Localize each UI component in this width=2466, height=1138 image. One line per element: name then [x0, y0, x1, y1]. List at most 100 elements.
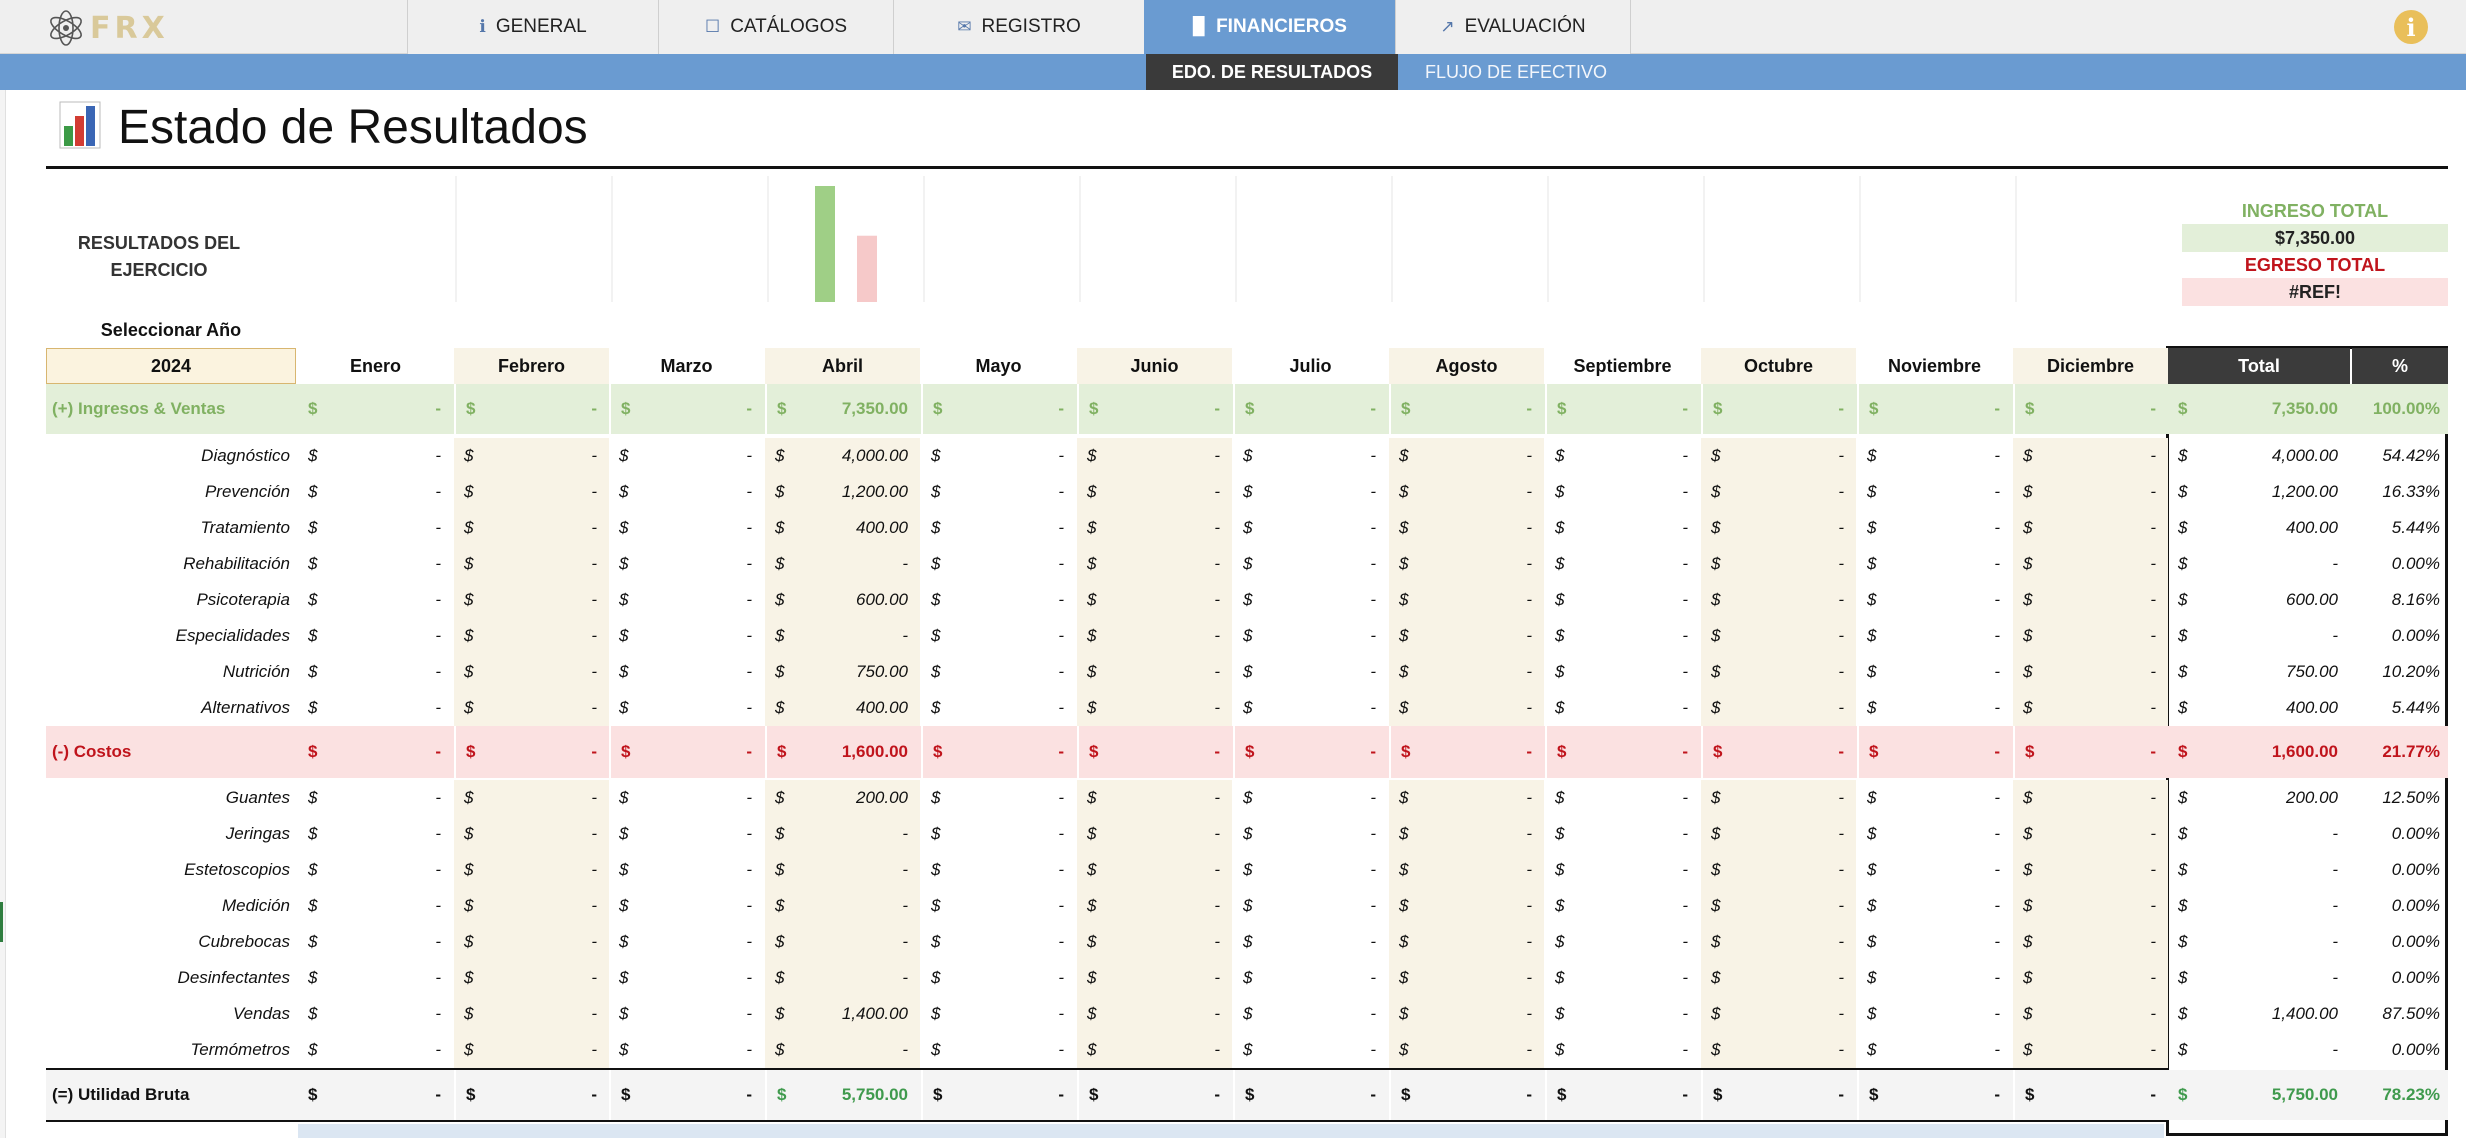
value-cell[interactable]: $1,400.00	[765, 996, 920, 1032]
value-cell[interactable]: $ -	[1857, 816, 2012, 852]
percent-cell[interactable]: 8.16%	[2352, 582, 2448, 618]
value-cell[interactable]: $ -	[1389, 510, 1544, 546]
value-cell[interactable]: $ -	[1545, 996, 1700, 1032]
value-cell[interactable]: $ -	[454, 690, 609, 726]
percent-cell[interactable]: 0.00%	[2352, 852, 2448, 888]
value-cell[interactable]: $ -	[1701, 654, 1856, 690]
value-cell[interactable]: $ -	[2013, 996, 2168, 1032]
year-selector[interactable]: 2024	[46, 348, 296, 384]
total-cell[interactable]: $1,400.00	[2168, 996, 2350, 1032]
value-cell[interactable]: $ -	[609, 780, 764, 816]
percent-cell[interactable]: 21.77%	[2352, 726, 2448, 778]
value-cell[interactable]: $ -	[609, 726, 764, 778]
value-cell[interactable]: $ -	[609, 924, 764, 960]
value-cell[interactable]: $ -	[609, 888, 764, 924]
total-cell[interactable]: $4,000.00	[2168, 438, 2350, 474]
value-cell[interactable]: $ -	[2013, 780, 2168, 816]
value-cell[interactable]: $ -	[1077, 546, 1232, 582]
value-cell[interactable]: $ -	[1701, 780, 1856, 816]
value-cell[interactable]: $ -	[921, 618, 1076, 654]
value-cell[interactable]: $ -	[1701, 690, 1856, 726]
value-cell[interactable]: $ -	[298, 546, 453, 582]
value-cell[interactable]: $ -	[1233, 1070, 1388, 1120]
total-cell[interactable]: $ -	[2168, 960, 2350, 996]
value-cell[interactable]: $ -	[298, 654, 453, 690]
value-cell[interactable]: $ -	[454, 438, 609, 474]
value-cell[interactable]: $ -	[1857, 996, 2012, 1032]
value-cell[interactable]: $ -	[454, 654, 609, 690]
value-cell[interactable]: $ -	[609, 546, 764, 582]
value-cell[interactable]: $ -	[1545, 924, 1700, 960]
value-cell[interactable]: $ -	[1233, 924, 1388, 960]
value-cell[interactable]: $ -	[454, 924, 609, 960]
value-cell[interactable]: $ -	[1233, 690, 1388, 726]
tab-general[interactable]: ℹ GENERAL	[407, 0, 659, 54]
value-cell[interactable]: $ -	[2013, 546, 2168, 582]
total-cell[interactable]: $400.00	[2168, 690, 2350, 726]
value-cell[interactable]: $ -	[1857, 474, 2012, 510]
value-cell[interactable]: $ -	[609, 510, 764, 546]
percent-cell[interactable]: 5.44%	[2352, 510, 2448, 546]
value-cell[interactable]: $ -	[1233, 726, 1388, 778]
value-cell[interactable]: $ -	[765, 546, 920, 582]
value-cell[interactable]: $ -	[921, 384, 1076, 434]
value-cell[interactable]: $ -	[1233, 816, 1388, 852]
value-cell[interactable]: $ -	[1701, 996, 1856, 1032]
value-cell[interactable]: $ -	[298, 510, 453, 546]
value-cell[interactable]: $ -	[2013, 816, 2168, 852]
value-cell[interactable]: $ -	[454, 1070, 609, 1120]
value-cell[interactable]: $ -	[1233, 960, 1388, 996]
value-cell[interactable]: $ -	[1233, 438, 1388, 474]
value-cell[interactable]: $ -	[609, 582, 764, 618]
value-cell[interactable]: $ -	[1545, 582, 1700, 618]
value-cell[interactable]: $ -	[1701, 384, 1856, 434]
value-cell[interactable]: $ -	[298, 1032, 453, 1068]
value-cell[interactable]: $ -	[454, 582, 609, 618]
value-cell[interactable]: $ -	[1389, 1070, 1544, 1120]
value-cell[interactable]: $ -	[2013, 1032, 2168, 1068]
value-cell[interactable]: $ -	[609, 816, 764, 852]
percent-cell[interactable]: 10.20%	[2352, 654, 2448, 690]
value-cell[interactable]: $ -	[921, 1032, 1076, 1068]
value-cell[interactable]: $ -	[1545, 618, 1700, 654]
percent-cell[interactable]: 16.33%	[2352, 474, 2448, 510]
value-cell[interactable]: $ -	[1701, 474, 1856, 510]
value-cell[interactable]: $ -	[2013, 582, 2168, 618]
value-cell[interactable]: $7,350.00	[765, 384, 920, 434]
value-cell[interactable]: $ -	[921, 960, 1076, 996]
value-cell[interactable]: $ -	[298, 852, 453, 888]
value-cell[interactable]: $ -	[1857, 582, 2012, 618]
value-cell[interactable]: $ -	[1233, 384, 1388, 434]
tab-evaluacion[interactable]: ↗ EVALUACIÓN	[1395, 0, 1631, 54]
value-cell[interactable]: $ -	[1701, 852, 1856, 888]
percent-cell[interactable]: 5.44%	[2352, 690, 2448, 726]
value-cell[interactable]: $ -	[1389, 960, 1544, 996]
value-cell[interactable]: $ -	[2013, 888, 2168, 924]
value-cell[interactable]: $ -	[1389, 384, 1544, 434]
percent-cell[interactable]: 0.00%	[2352, 888, 2448, 924]
value-cell[interactable]: $ -	[1077, 852, 1232, 888]
value-cell[interactable]: $ -	[609, 960, 764, 996]
total-cell[interactable]: $400.00	[2168, 510, 2350, 546]
percent-cell[interactable]: 0.00%	[2352, 816, 2448, 852]
value-cell[interactable]: $ -	[1857, 1032, 2012, 1068]
percent-cell[interactable]: 0.00%	[2352, 960, 2448, 996]
value-cell[interactable]: $ -	[454, 384, 609, 434]
total-cell[interactable]: $7,350.00	[2168, 384, 2350, 434]
value-cell[interactable]: $ -	[1077, 654, 1232, 690]
value-cell[interactable]: $ -	[298, 888, 453, 924]
value-cell[interactable]: $ -	[1389, 852, 1544, 888]
value-cell[interactable]: $ -	[765, 852, 920, 888]
total-cell[interactable]: $ -	[2168, 816, 2350, 852]
value-cell[interactable]: $ -	[1389, 924, 1544, 960]
value-cell[interactable]: $ -	[1857, 510, 2012, 546]
value-cell[interactable]: $ -	[1077, 960, 1232, 996]
value-cell[interactable]: $ -	[1857, 546, 2012, 582]
value-cell[interactable]: $ -	[1857, 960, 2012, 996]
value-cell[interactable]: $ -	[454, 852, 609, 888]
value-cell[interactable]: $ -	[1701, 888, 1856, 924]
value-cell[interactable]: $ -	[1233, 852, 1388, 888]
percent-cell[interactable]: 12.50%	[2352, 780, 2448, 816]
total-cell[interactable]: $ -	[2168, 1032, 2350, 1068]
value-cell[interactable]: $ -	[609, 384, 764, 434]
